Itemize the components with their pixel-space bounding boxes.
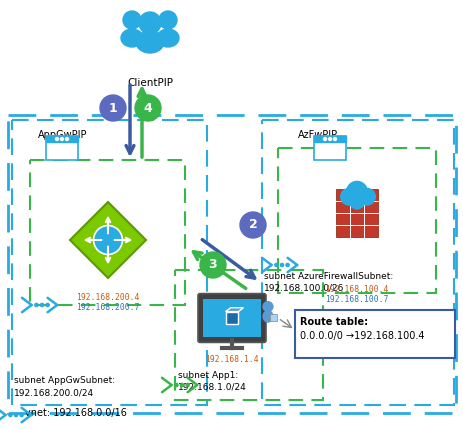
Text: 192.168.1.4: 192.168.1.4 [205, 355, 258, 364]
Text: 192.168.100.7: 192.168.100.7 [325, 295, 388, 304]
Text: subnet AppGwSubnet:
192.168.200.0/24: subnet AppGwSubnet: 192.168.200.0/24 [14, 376, 115, 397]
Bar [175, 270, 322, 400]
Text: AppGwPIP: AppGwPIP [38, 130, 88, 140]
Text: 192.168.200.4: 192.168.200.4 [76, 293, 139, 302]
Bar [30, 160, 185, 305]
Circle shape [200, 252, 225, 278]
Circle shape [180, 384, 183, 387]
Circle shape [56, 138, 58, 141]
Circle shape [274, 263, 277, 266]
Circle shape [339, 188, 357, 205]
Circle shape [14, 414, 18, 417]
Circle shape [9, 414, 12, 417]
Circle shape [40, 303, 44, 307]
Text: Route table:: Route table: [300, 317, 367, 327]
Circle shape [345, 181, 367, 202]
Bar [46, 136, 78, 160]
Polygon shape [70, 202, 146, 278]
Text: 0.0.0.0/0 →192.168.100.4: 0.0.0.0/0 →192.168.100.4 [300, 331, 424, 341]
Bar [269, 314, 276, 320]
Bar [313, 136, 345, 160]
Circle shape [100, 95, 126, 121]
Circle shape [323, 138, 326, 141]
Text: subnet App1:
192.168.1.0/24: subnet App1: 192.168.1.0/24 [178, 371, 246, 392]
Text: 4: 4 [144, 102, 152, 115]
Circle shape [186, 384, 189, 387]
Ellipse shape [156, 29, 179, 47]
Circle shape [65, 138, 69, 141]
Circle shape [263, 302, 272, 311]
Circle shape [333, 138, 336, 141]
Text: 3: 3 [208, 259, 217, 272]
Ellipse shape [121, 29, 143, 47]
FancyBboxPatch shape [198, 293, 265, 342]
Text: subnet AzureFirewallSubnet:
192.168.100.0/26: subnet AzureFirewallSubnet: 192.168.100.… [263, 272, 393, 293]
Circle shape [94, 226, 122, 254]
Text: 192.168.200.7: 192.168.200.7 [76, 303, 139, 312]
Text: 1: 1 [108, 102, 117, 115]
Text: 192.168.100.4: 192.168.100.4 [325, 285, 388, 294]
Circle shape [135, 95, 161, 121]
Ellipse shape [136, 31, 163, 53]
Text: AzFwPIP: AzFwPIP [297, 130, 338, 140]
Circle shape [60, 138, 63, 141]
Circle shape [139, 12, 161, 34]
Bar [277, 148, 435, 293]
Circle shape [46, 303, 49, 307]
Circle shape [35, 303, 38, 307]
Circle shape [175, 384, 178, 387]
Bar [335, 189, 377, 237]
Bar [225, 311, 238, 324]
Bar [8, 115, 455, 413]
Bar [12, 120, 206, 405]
Circle shape [357, 188, 375, 205]
Ellipse shape [263, 311, 272, 322]
Circle shape [159, 11, 176, 29]
Bar [294, 310, 454, 358]
Text: vnet: 192.168.0.0/16: vnet: 192.168.0.0/16 [25, 408, 126, 418]
Circle shape [328, 138, 331, 141]
Polygon shape [225, 308, 243, 311]
Circle shape [20, 414, 23, 417]
Circle shape [348, 194, 364, 210]
Text: 2: 2 [248, 218, 257, 232]
Circle shape [239, 212, 265, 238]
Bar [202, 299, 260, 337]
Circle shape [285, 263, 288, 266]
Bar [262, 120, 453, 405]
Text: ClientPIP: ClientPIP [127, 78, 173, 88]
Circle shape [280, 263, 283, 266]
Circle shape [123, 11, 141, 29]
